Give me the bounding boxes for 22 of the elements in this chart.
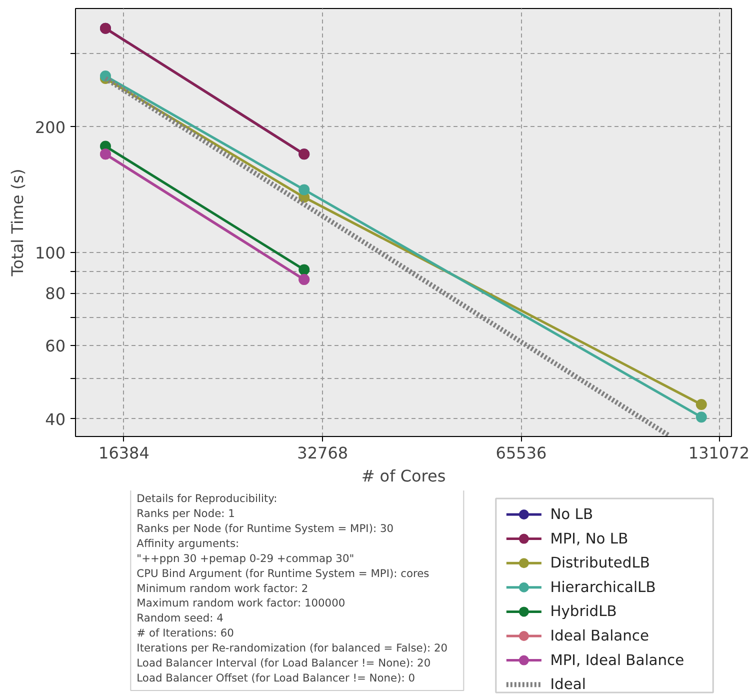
y-tick-label: 80 (45, 284, 66, 304)
x-tick-label: 65536 (496, 444, 547, 462)
legend-label: MPI, Ideal Balance (550, 652, 684, 669)
y-tick-label: 60 (45, 336, 66, 356)
y-axis-title: Total Time (s) (8, 168, 27, 278)
legend-label: MPI, No LB (550, 530, 628, 548)
legend-label: Ideal Balance (550, 628, 650, 644)
y-tick-label: 40 (45, 410, 66, 429)
legend-label: HybridLB (550, 603, 617, 620)
y-tick-label: 100 (34, 244, 66, 263)
legend-label: HierarchicalLB (550, 578, 656, 596)
x-axis-title: # of Cores (361, 466, 446, 486)
legend-label: Ideal (550, 676, 586, 694)
point (298, 264, 310, 276)
x-tick-label: 131072 (688, 444, 749, 462)
point (298, 184, 310, 196)
x-tick-label: 32768 (297, 444, 348, 462)
legend-label: DistributedLB (550, 554, 650, 572)
y-tick-label: 200 (34, 118, 66, 137)
legend-label: No LB (550, 506, 594, 523)
text: Details for Reproducibility: Ranks per Node: 1 Ranks per Node (for Runtime System = MPI): 30 Affinity arguments: "++ppn 30 +pemap 0-29 +commap 30" CPU Bind Argument (for Runtime System = MPI): cores Minimum random work factor: 2 Maximum random work factor: 100000 Random seed: 4 # of Iterations: 60 Iterations per Re-randomization (for balanced = False): 20 Load Balancer Interval (for Load Balancer != None): 20 Load Balancer Offset (for Load Balancer != None): 0 (136, 492, 448, 684)
x-tick-label: 16384 (98, 444, 150, 462)
